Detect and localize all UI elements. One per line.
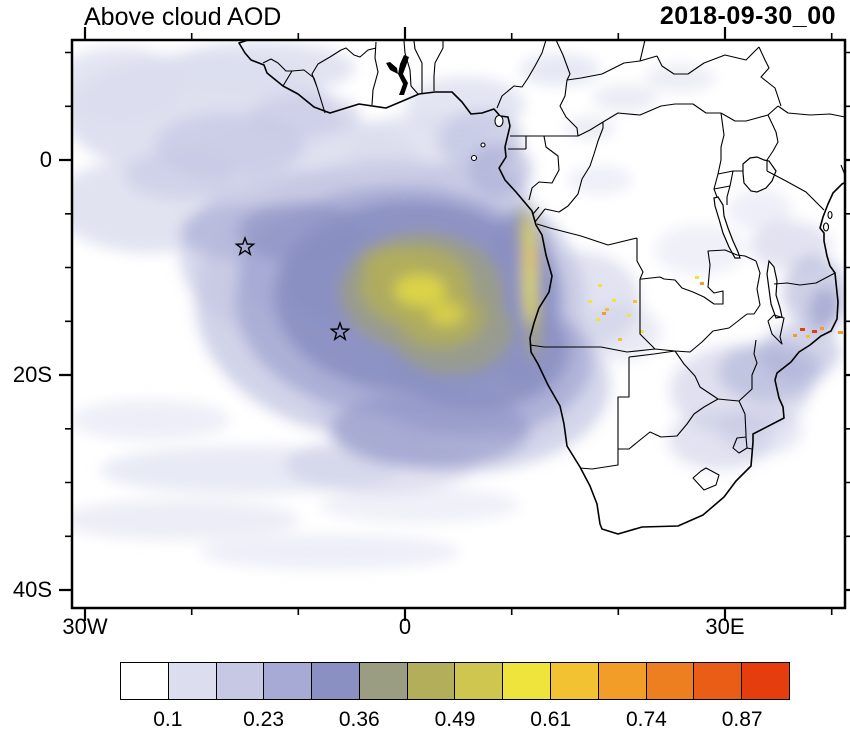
colorbar-cell <box>407 663 456 699</box>
sao-tome-island <box>470 154 478 162</box>
plot-timestamp: 2018-09-30_00 <box>659 2 836 30</box>
colorbar-labels: 0.1 0.23 0.36 0.49 0.61 0.74 0.87 <box>120 708 790 738</box>
aod-hotspot-pixels <box>588 276 843 341</box>
aod-field-layer <box>72 42 845 569</box>
lakes <box>386 55 783 319</box>
bioko-island <box>494 114 504 128</box>
colorbar-tick-label: 0.23 <box>243 708 284 731</box>
pemba-island <box>827 210 833 220</box>
plot-title: Above cloud AOD <box>84 3 282 31</box>
principe-island <box>480 142 486 148</box>
colorbar-cell <box>312 663 360 699</box>
y-axis-label-40s: 40S <box>12 577 52 602</box>
y-axis-label-20s: 20S <box>12 362 52 387</box>
x-axis-label-30e: 30E <box>705 614 745 639</box>
colorbar-tick-label: 0.49 <box>434 708 476 731</box>
colorbar-cell <box>646 663 695 699</box>
africa-coastline <box>238 40 845 535</box>
colorbar-cell <box>742 663 789 699</box>
x-axis-label-30w: 30W <box>62 614 108 639</box>
colorbar-cell <box>168 663 217 699</box>
colorbar-cell <box>264 663 313 699</box>
colorbar-cell <box>359 663 408 699</box>
lake-malawi <box>766 259 783 319</box>
lake-volta <box>386 55 409 95</box>
country-borders <box>262 40 845 491</box>
colorbar-cell <box>694 663 743 699</box>
colorbar-tick-label: 0.74 <box>625 708 667 731</box>
lake-tanganyika <box>713 196 741 259</box>
plot-frame <box>70 38 847 610</box>
lake-victoria <box>742 156 777 193</box>
colorbar-cell <box>121 663 169 699</box>
y-axis-label-0: 0 <box>39 147 52 172</box>
colorbar-cell <box>455 663 504 699</box>
colorbar-cell <box>598 663 647 699</box>
colorbar <box>120 662 790 700</box>
colorbar-tick-label: 0.87 <box>721 708 763 731</box>
zanzibar-island <box>822 222 830 232</box>
islands <box>470 114 833 232</box>
axis-ticks <box>59 27 850 621</box>
colorbar-tick-label: 0.36 <box>338 708 380 731</box>
colorbar-cell <box>503 663 552 699</box>
colorbar-cell <box>551 663 599 699</box>
colorbar-cell <box>216 663 265 699</box>
x-axis-label-0: 0 <box>398 614 412 639</box>
colorbar-tick-label: 0.1 <box>153 708 183 731</box>
colorbar-tick-label: 0.61 <box>530 708 572 731</box>
